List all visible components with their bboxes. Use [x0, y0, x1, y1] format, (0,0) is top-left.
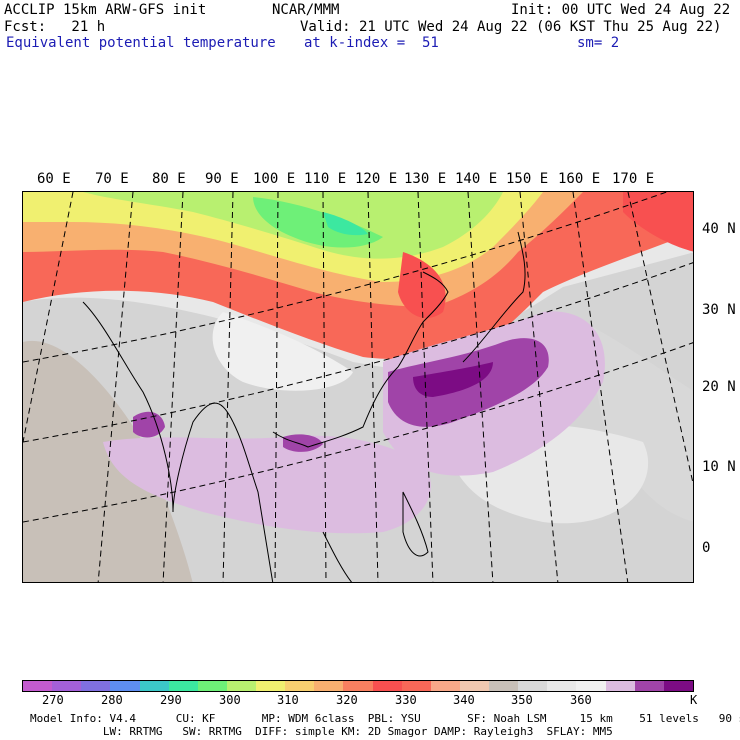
colorbar-swatch [343, 681, 373, 691]
lon-label: 130 E [404, 171, 447, 187]
model-title: ACCLIP 15km ARW-GFS init [4, 2, 207, 18]
lon-label: 90 E [205, 171, 239, 187]
colorbar-swatch [576, 681, 606, 691]
lon-label: 140 E [455, 171, 498, 187]
colorbar-tick: 340 [453, 693, 475, 707]
colorbar-tick: 270 [42, 693, 64, 707]
colorbar-swatch [430, 681, 460, 691]
valid-time: Valid: 21 UTC Wed 24 Aug 22 (06 KST Thu … [300, 19, 722, 35]
graticule [23, 192, 693, 582]
india-peak [133, 411, 165, 438]
model-info-line2: LW: RRTMG SW: RRTMG DIFF: simple KM: 2D … [30, 725, 613, 738]
colorbar-swatch [547, 681, 577, 691]
colorbar-tick: 360 [570, 693, 592, 707]
lon-label: 160 E [558, 171, 601, 187]
field-name: Equivalent potential temperature [6, 35, 276, 51]
colorbar-swatch [634, 681, 664, 691]
colorbar [22, 680, 694, 692]
map-panel [22, 191, 694, 583]
init-time: Init: 00 UTC Wed 24 Aug 22 [511, 2, 731, 18]
colorbar-swatch [197, 681, 227, 691]
region-tibet [212, 312, 353, 391]
colorbar-swatch [23, 681, 53, 691]
colorbar-tick: 300 [219, 693, 241, 707]
theta-e-map [23, 192, 693, 582]
lat-label: 30 N [702, 302, 736, 318]
ne-warm [623, 192, 693, 252]
colorbar-swatch [110, 681, 140, 691]
colorbar-swatch [372, 681, 402, 691]
colorbar-swatch [401, 681, 431, 691]
colorbar-swatch [459, 681, 489, 691]
org-label: NCAR/MMM [272, 2, 340, 18]
lat-label: 10 N [702, 459, 736, 475]
smoothing: sm= 2 [577, 35, 620, 51]
colorbar-tick: 350 [511, 693, 533, 707]
colorbar-swatch [139, 681, 169, 691]
forecast-hour: Fcst: 21 h [4, 19, 106, 35]
scs-peak [283, 434, 323, 452]
colorbar-swatch [52, 681, 82, 691]
lon-label: 150 E [506, 171, 549, 187]
colorbar-unit: K [690, 693, 698, 707]
lon-label: 80 E [152, 171, 186, 187]
band-360K-tropics [103, 435, 431, 534]
lat-label: 0 [702, 540, 711, 556]
colorbar-swatch [256, 681, 286, 691]
lon-label: 100 E [253, 171, 296, 187]
colorbar-swatch [663, 681, 693, 691]
colorbar-swatch [226, 681, 256, 691]
lon-label: 120 E [355, 171, 398, 187]
lon-label: 60 E [37, 171, 71, 187]
colorbar-swatch [314, 681, 344, 691]
colorbar-tick: 330 [395, 693, 417, 707]
band-295K [323, 212, 368, 236]
colorbar-swatch [518, 681, 548, 691]
lat-label: 40 N [702, 221, 736, 237]
colorbar-tick: 280 [101, 693, 123, 707]
colorbar-swatch [168, 681, 198, 691]
colorbar-swatch [489, 681, 519, 691]
coastlines [82, 231, 526, 582]
band-300K [253, 197, 383, 248]
colorbar-swatch [605, 681, 635, 691]
model-info-line1: Model Info: V4.4 CU: KF MP: WDM 6class P… [30, 712, 740, 725]
k-index: at k-index = 51 [304, 35, 439, 51]
lon-label: 70 E [95, 171, 129, 187]
lon-label: 110 E [304, 171, 347, 187]
colorbar-tick: 310 [277, 693, 299, 707]
region-india [23, 340, 193, 582]
lon-label: 170 E [612, 171, 655, 187]
colorbar-swatch [285, 681, 315, 691]
colorbar-tick: 320 [336, 693, 358, 707]
region-pacific [583, 322, 693, 522]
band-370K [413, 362, 493, 397]
lat-label: 20 N [702, 379, 736, 395]
colorbar-swatch [81, 681, 111, 691]
colorbar-tick: 290 [160, 693, 182, 707]
